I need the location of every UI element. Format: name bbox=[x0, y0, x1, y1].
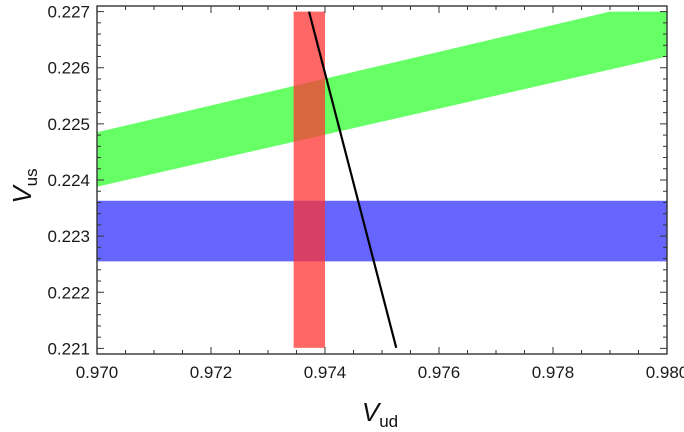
y-axis-label: Vus bbox=[7, 168, 41, 203]
x-tick-label: 0.970 bbox=[76, 363, 119, 382]
y-tick-label: 0.225 bbox=[47, 115, 90, 134]
x-axis-label-sub: ud bbox=[379, 412, 398, 431]
x-tick-label: 0.976 bbox=[418, 363, 461, 382]
tick-labels: 0.970 0.972 0.974 0.976 0.978 0.980 0.221 0.222… bbox=[47, 3, 684, 382]
y-tick-label: 0.227 bbox=[47, 3, 90, 22]
x-axis-label: Vud bbox=[362, 397, 398, 431]
band-blue bbox=[97, 200, 667, 262]
y-axis-label-main: V bbox=[7, 184, 37, 204]
x-tick-label: 0.974 bbox=[304, 363, 347, 382]
x-tick-label: 0.978 bbox=[532, 363, 575, 382]
band-green bbox=[97, 11, 667, 187]
y-tick-label: 0.224 bbox=[47, 171, 90, 190]
x-axis-label-main: V bbox=[362, 397, 382, 427]
plot-marks bbox=[97, 11, 667, 349]
band-red bbox=[293, 11, 325, 348]
y-axis-label-sub: us bbox=[22, 168, 41, 186]
y-tick-label: 0.223 bbox=[47, 227, 90, 246]
y-tick-label: 0.221 bbox=[47, 339, 90, 358]
x-tick-label: 0.972 bbox=[190, 363, 233, 382]
y-tick-label: 0.222 bbox=[47, 283, 90, 302]
unitarity-line bbox=[307, 11, 398, 349]
x-tick-label: 0.980 bbox=[646, 363, 684, 382]
axis-ticks bbox=[96, 6, 668, 354]
y-tick-label: 0.226 bbox=[47, 59, 90, 78]
